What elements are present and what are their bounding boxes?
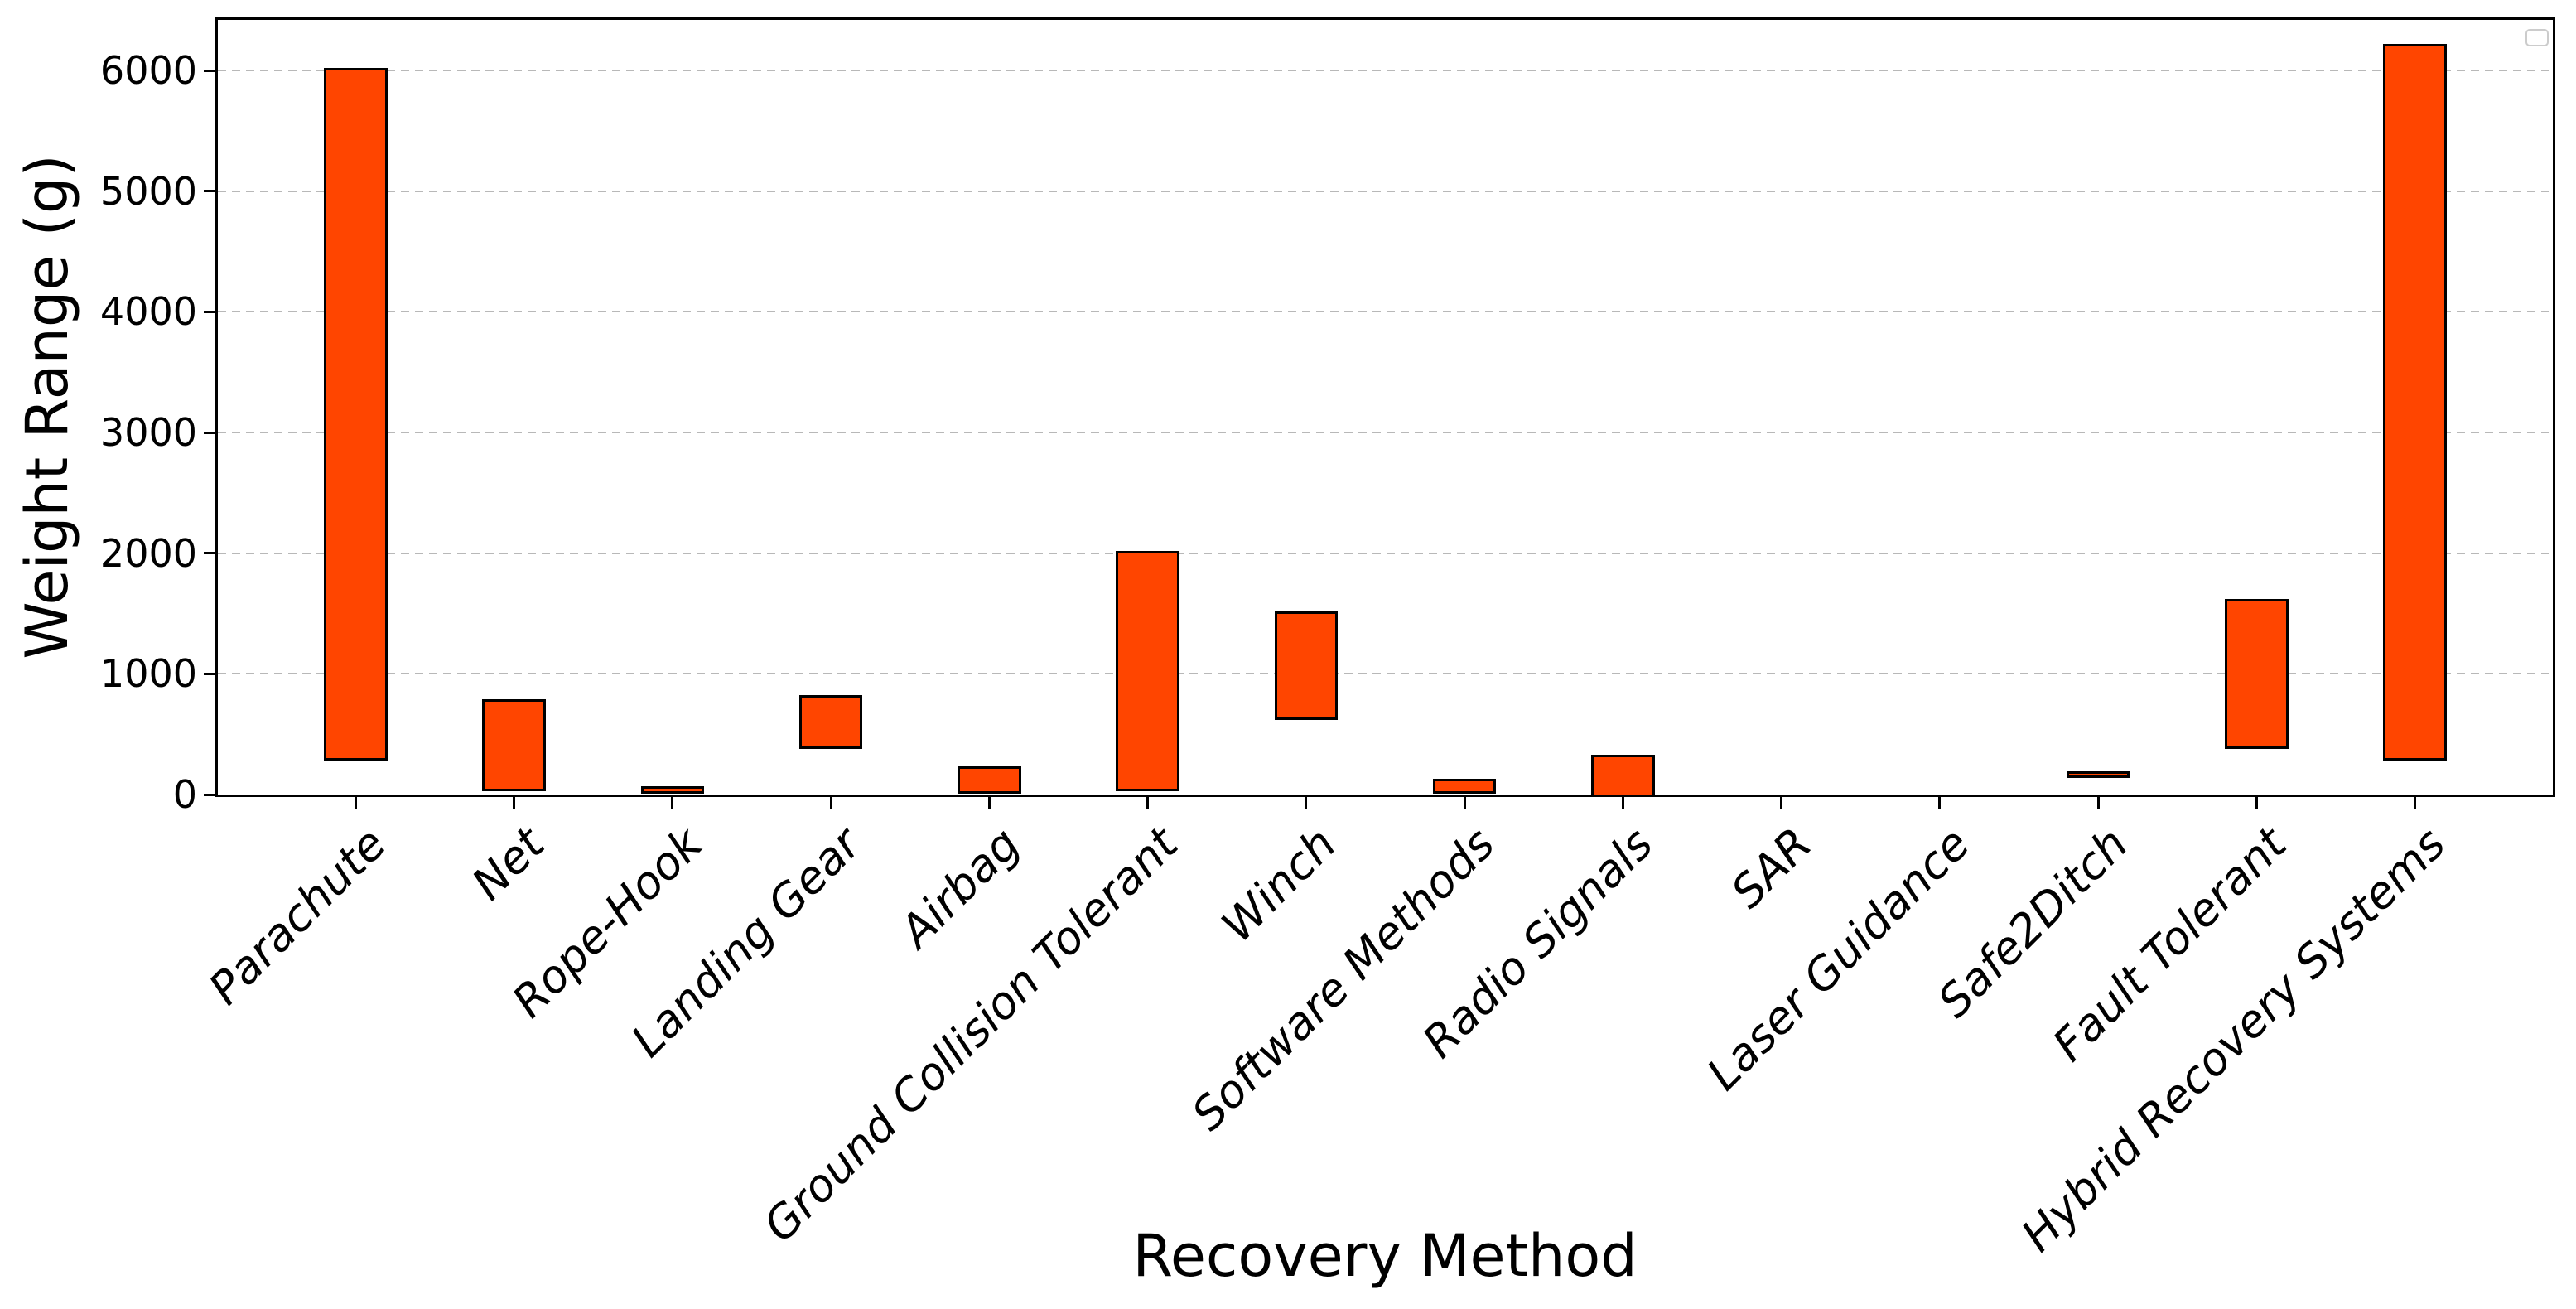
- y-tick-mark-1000: [204, 672, 215, 675]
- y-tick-label-5000: 5000: [99, 168, 197, 214]
- x-tick-label-software-methods: Software Methods: [1181, 817, 1505, 1141]
- y-tick-mark-3000: [204, 431, 215, 434]
- x-tick-mark-radio-signals: [1621, 797, 1624, 809]
- x-tick-label-net: Net: [461, 817, 555, 911]
- x-tick-mark-parachute: [354, 797, 357, 809]
- x-tick-mark-net: [513, 797, 516, 809]
- bar-safe2ditch: [2066, 770, 2130, 779]
- bar-winch: [1274, 611, 1339, 720]
- bar-software-methods: [1432, 778, 1497, 795]
- bar-ground-collision-tolerant: [1116, 550, 1179, 791]
- x-tick-mark-fault-tolerant: [2255, 797, 2258, 809]
- gridline-y-3000: [218, 432, 2553, 434]
- gridline-y-6000: [218, 70, 2553, 72]
- bar-landing-gear: [798, 695, 863, 749]
- y-tick-label-2000: 2000: [99, 530, 197, 576]
- x-tick-label-parachute: Parachute: [198, 817, 396, 1015]
- y-tick-label-0: 0: [172, 772, 197, 817]
- x-tick-mark-safe2ditch: [2096, 797, 2100, 809]
- y-tick-mark-0: [204, 793, 215, 796]
- y-tick-mark-2000: [204, 552, 215, 555]
- y-tick-mark-5000: [204, 190, 215, 193]
- bar-hybrid-recovery-systems: [2383, 44, 2447, 761]
- y-tick-mark-4000: [204, 310, 215, 313]
- x-tick-mark-sar: [1780, 797, 1783, 809]
- bar-parachute: [324, 68, 388, 761]
- gridline-y-1000: [218, 673, 2553, 675]
- y-axis-title: Weight Range (g): [13, 154, 81, 659]
- y-tick-label-4000: 4000: [99, 289, 197, 335]
- x-tick-label-winch: Winch: [1212, 817, 1347, 953]
- bar-radio-signals: [1591, 754, 1655, 797]
- x-tick-mark-hybrid-recovery-systems: [2414, 797, 2417, 809]
- y-tick-label-6000: 6000: [99, 48, 197, 94]
- x-tick-mark-software-methods: [1463, 797, 1466, 809]
- y-tick-label-1000: 1000: [99, 651, 197, 697]
- x-tick-label-sar: SAR: [1720, 817, 1822, 919]
- legend-empty-box: [2525, 29, 2549, 46]
- x-tick-mark-rope-hook: [671, 797, 674, 809]
- bar-fault-tolerant: [2225, 598, 2289, 749]
- plot-area: [215, 17, 2555, 797]
- bar-airbag: [958, 766, 1021, 795]
- bar-rope-hook: [640, 786, 705, 795]
- gridline-y-2000: [218, 552, 2553, 554]
- x-tick-mark-landing-gear: [829, 797, 832, 809]
- y-tick-label-3000: 3000: [99, 410, 197, 456]
- x-tick-mark-airbag: [987, 797, 991, 809]
- x-tick-mark-laser-guidance: [1938, 797, 1942, 809]
- x-tick-mark-winch: [1305, 797, 1308, 809]
- gridline-y-5000: [218, 190, 2553, 192]
- x-tick-label-airbag: Airbag: [889, 817, 1030, 958]
- y-tick-mark-6000: [204, 69, 215, 72]
- bar-net: [482, 698, 546, 791]
- x-tick-mark-ground-collision-tolerant: [1146, 797, 1150, 809]
- x-axis-title: Recovery Method: [1132, 1222, 1638, 1290]
- gridline-y-4000: [218, 311, 2553, 313]
